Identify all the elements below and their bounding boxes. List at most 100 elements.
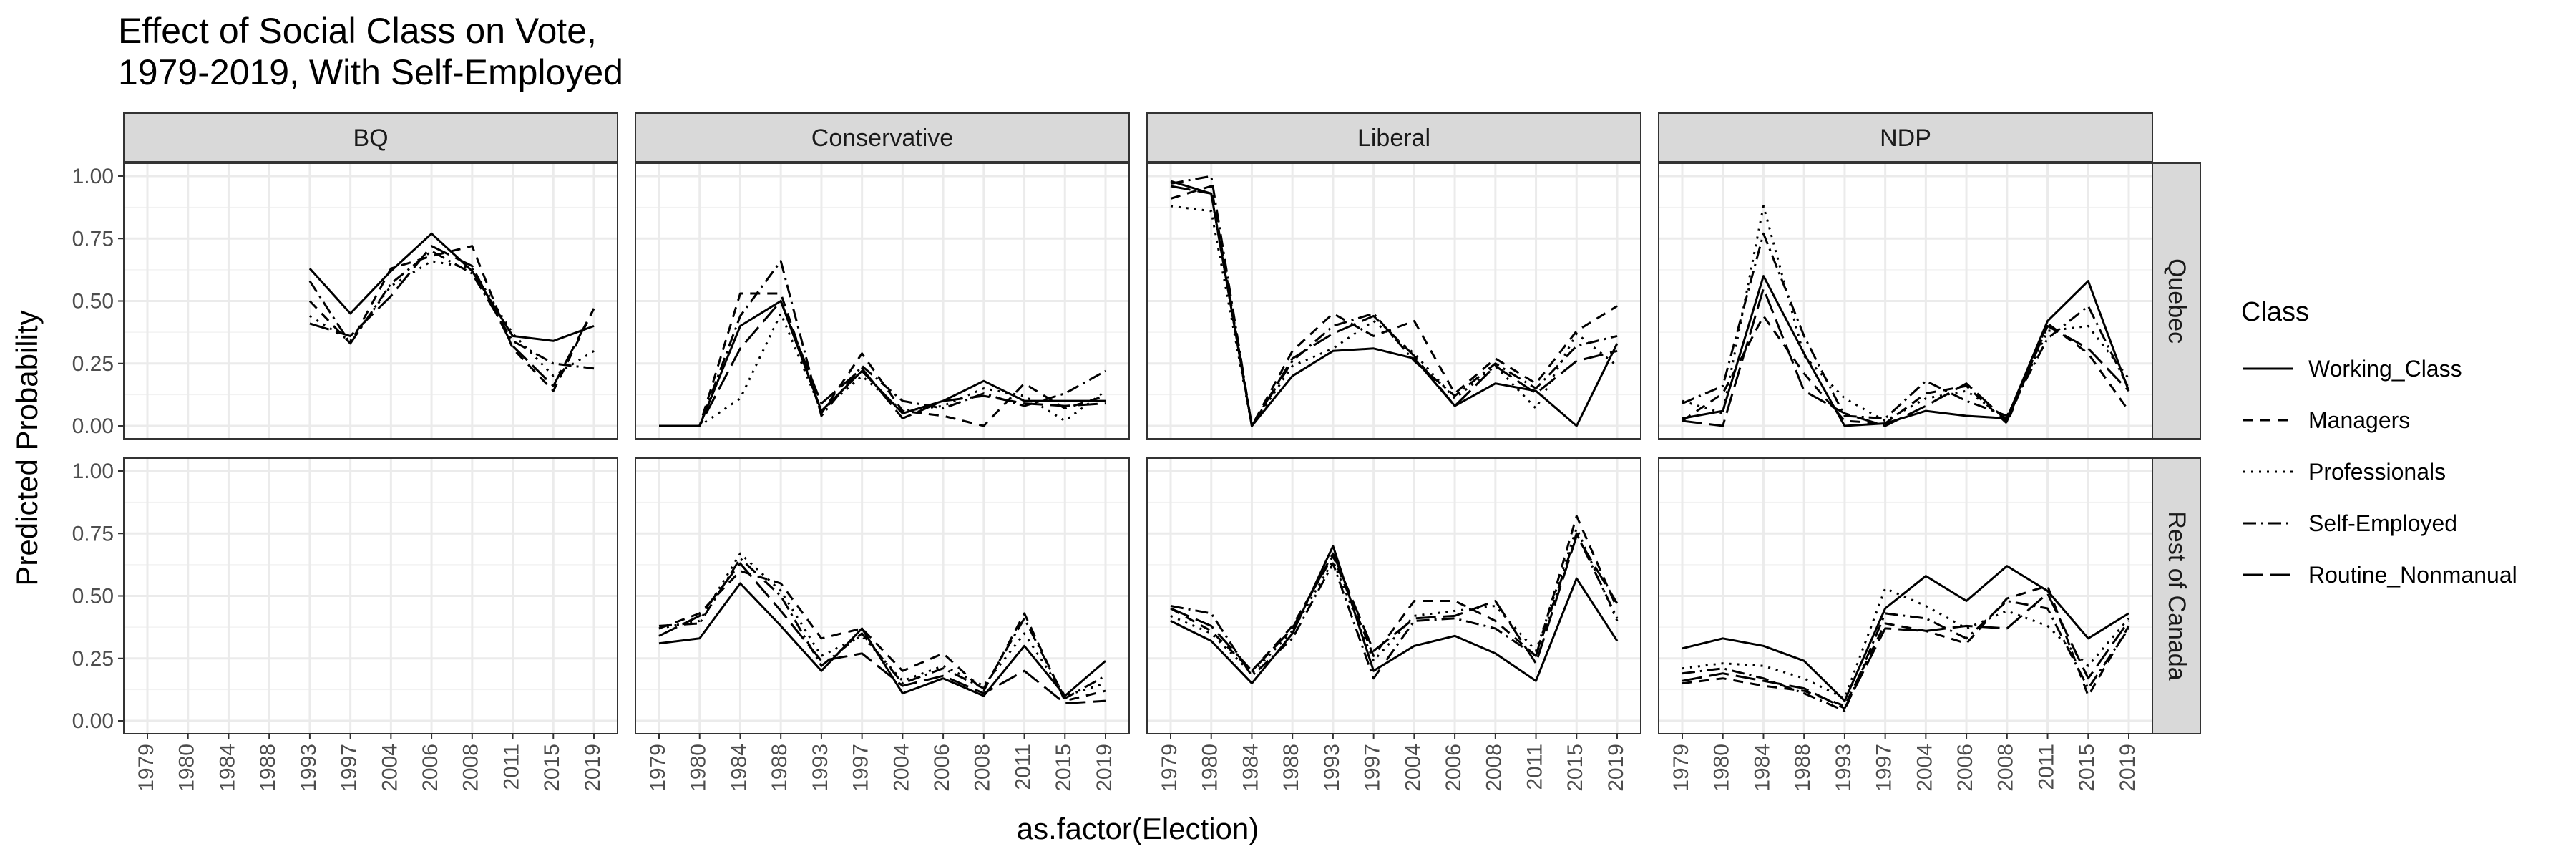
legend-title: Class — [2241, 297, 2309, 327]
series-line-self-employed — [1682, 600, 2130, 712]
panel-border — [1146, 162, 1641, 440]
panel-1-2 — [1146, 457, 1641, 734]
series-line-working-class — [1682, 565, 2129, 702]
x-tick-label: 1979 — [646, 744, 670, 792]
x-tick-label: 2008 — [1483, 744, 1506, 792]
x-axis-title: as.factor(Election) — [1017, 812, 1259, 845]
facet-strip-bq — [123, 112, 618, 162]
row-label-1: Rest of Canada — [2163, 511, 2190, 680]
panel-0-2 — [1146, 162, 1641, 440]
y-tick-label: 0.25 — [72, 352, 114, 376]
legend-label: Self-Employed — [2308, 510, 2457, 536]
x-tick-label: 2006 — [1953, 744, 1977, 792]
x-tick-label: 1988 — [1791, 744, 1815, 792]
series-line-professionals — [1682, 587, 2130, 700]
y-axis-title: Predicted Probability — [10, 310, 44, 586]
facet-label-bq: BQ — [353, 125, 388, 152]
legend: Class Working_Class Managers Professionals S… — [2241, 297, 2517, 588]
series-line-managers — [308, 245, 595, 392]
series-line-routine-nonmanual — [1682, 287, 2130, 427]
x-tick-label: 1997 — [338, 744, 361, 792]
x-tick-label: 2019 — [2116, 744, 2140, 792]
y-tick-label: 0.25 — [72, 647, 114, 671]
y-tick-label: 1.00 — [72, 460, 114, 483]
x-tick-label: 2004 — [378, 744, 401, 792]
series-line-routine-nonmanual — [1170, 535, 1619, 672]
x-tick-label: 1993 — [1320, 744, 1344, 792]
x-tick-label: 1980 — [1710, 744, 1734, 792]
panel-border — [635, 457, 1130, 734]
x-tick-label: 1988 — [256, 744, 280, 792]
x-tick-label: 2006 — [930, 744, 954, 792]
x-tick-label: 1988 — [1279, 744, 1303, 792]
panel-0-3 — [1658, 162, 2153, 440]
legend-label: Routine_Nonmanual — [2308, 562, 2517, 588]
x-tick-label: 2008 — [971, 744, 995, 792]
panel-1-3 — [1658, 457, 2153, 734]
x-tick-label: 2019 — [581, 744, 605, 792]
x-tick-label: 1997 — [1361, 744, 1385, 792]
series-line-routine-nonmanual — [1682, 592, 2130, 709]
y-tick-label: 0.75 — [72, 522, 114, 545]
series-line-professionals — [1170, 205, 1618, 427]
legend-label: Managers — [2308, 407, 2410, 433]
x-tick-label: 2006 — [1442, 744, 1465, 792]
panel-border — [1146, 457, 1641, 734]
series-line-routine-nonmanual — [309, 245, 595, 387]
facet-label-conservative: Conservative — [811, 125, 953, 152]
x-tick-label: 2019 — [1093, 744, 1116, 792]
y-tick-label: 0.00 — [72, 414, 114, 438]
x-tick-label: 2004 — [889, 744, 913, 792]
series-line-self-employed — [308, 250, 595, 370]
series-line-working-class — [658, 582, 1106, 697]
y-tick-label: 1.00 — [72, 165, 114, 188]
y-tick-label: 0.50 — [72, 585, 114, 608]
x-tick-label: 1980 — [687, 744, 711, 792]
y-tick-label: 0.00 — [72, 709, 114, 733]
x-tick-label: 1980 — [175, 744, 199, 792]
x-tick-label: 2015 — [1563, 744, 1587, 792]
x-tick-label: 1993 — [1832, 744, 1855, 792]
panel-0-1 — [635, 162, 1130, 440]
x-tick-label: 2006 — [419, 744, 442, 792]
panel-1-1 — [635, 457, 1130, 734]
x-tick-label: 1984 — [727, 744, 751, 792]
series-line-self-employed — [658, 557, 1106, 700]
series-line-routine-nonmanual — [659, 300, 1106, 427]
y-tick-label: 0.50 — [72, 290, 114, 314]
series-line-self-employed — [1682, 232, 2130, 419]
panel-border — [635, 162, 1130, 440]
x-tick-label: 2015 — [2075, 744, 2099, 792]
x-tick-label: 2011 — [1523, 744, 1546, 790]
x-tick-label: 1997 — [1873, 744, 1896, 792]
series-line-professionals — [1682, 205, 2130, 422]
series-line-self-employed — [1170, 532, 1619, 680]
chart-title: Effect of Social Class on Vote, 1979-2019… — [118, 11, 623, 92]
x-tick-label: 1979 — [1158, 744, 1181, 792]
row-label-0: Quebec — [2163, 258, 2190, 344]
x-tick-label: 1979 — [135, 744, 158, 792]
facet-label-ndp: NDP — [1880, 125, 1931, 152]
x-tick-label: 2015 — [1052, 744, 1075, 792]
x-tick-label: 2004 — [1401, 744, 1425, 792]
series-line-managers — [1682, 314, 2130, 424]
panel-border — [1658, 162, 2153, 440]
panel-0-0 — [123, 162, 618, 440]
x-tick-label: 2008 — [1994, 744, 2018, 792]
panel-border — [1658, 457, 2153, 734]
facet-strip-conservative — [635, 112, 1130, 162]
x-tick-label: 2011 — [1011, 744, 1035, 790]
x-tick-label: 1997 — [849, 744, 873, 792]
row-strip-0 — [2150, 162, 2201, 440]
legend-label: Working_Class — [2308, 356, 2462, 382]
series-line-managers — [1682, 585, 2130, 707]
panel-1-0 — [123, 457, 618, 734]
series-line-working-class — [1170, 545, 1619, 685]
x-tick-label: 1988 — [768, 744, 791, 792]
x-tick-label: 2019 — [1604, 744, 1628, 792]
series-line-working-class — [1682, 275, 2130, 427]
x-tick-label: 1984 — [215, 744, 239, 792]
series-line-working-class — [308, 232, 595, 342]
x-tick-label: 1980 — [1199, 744, 1222, 792]
